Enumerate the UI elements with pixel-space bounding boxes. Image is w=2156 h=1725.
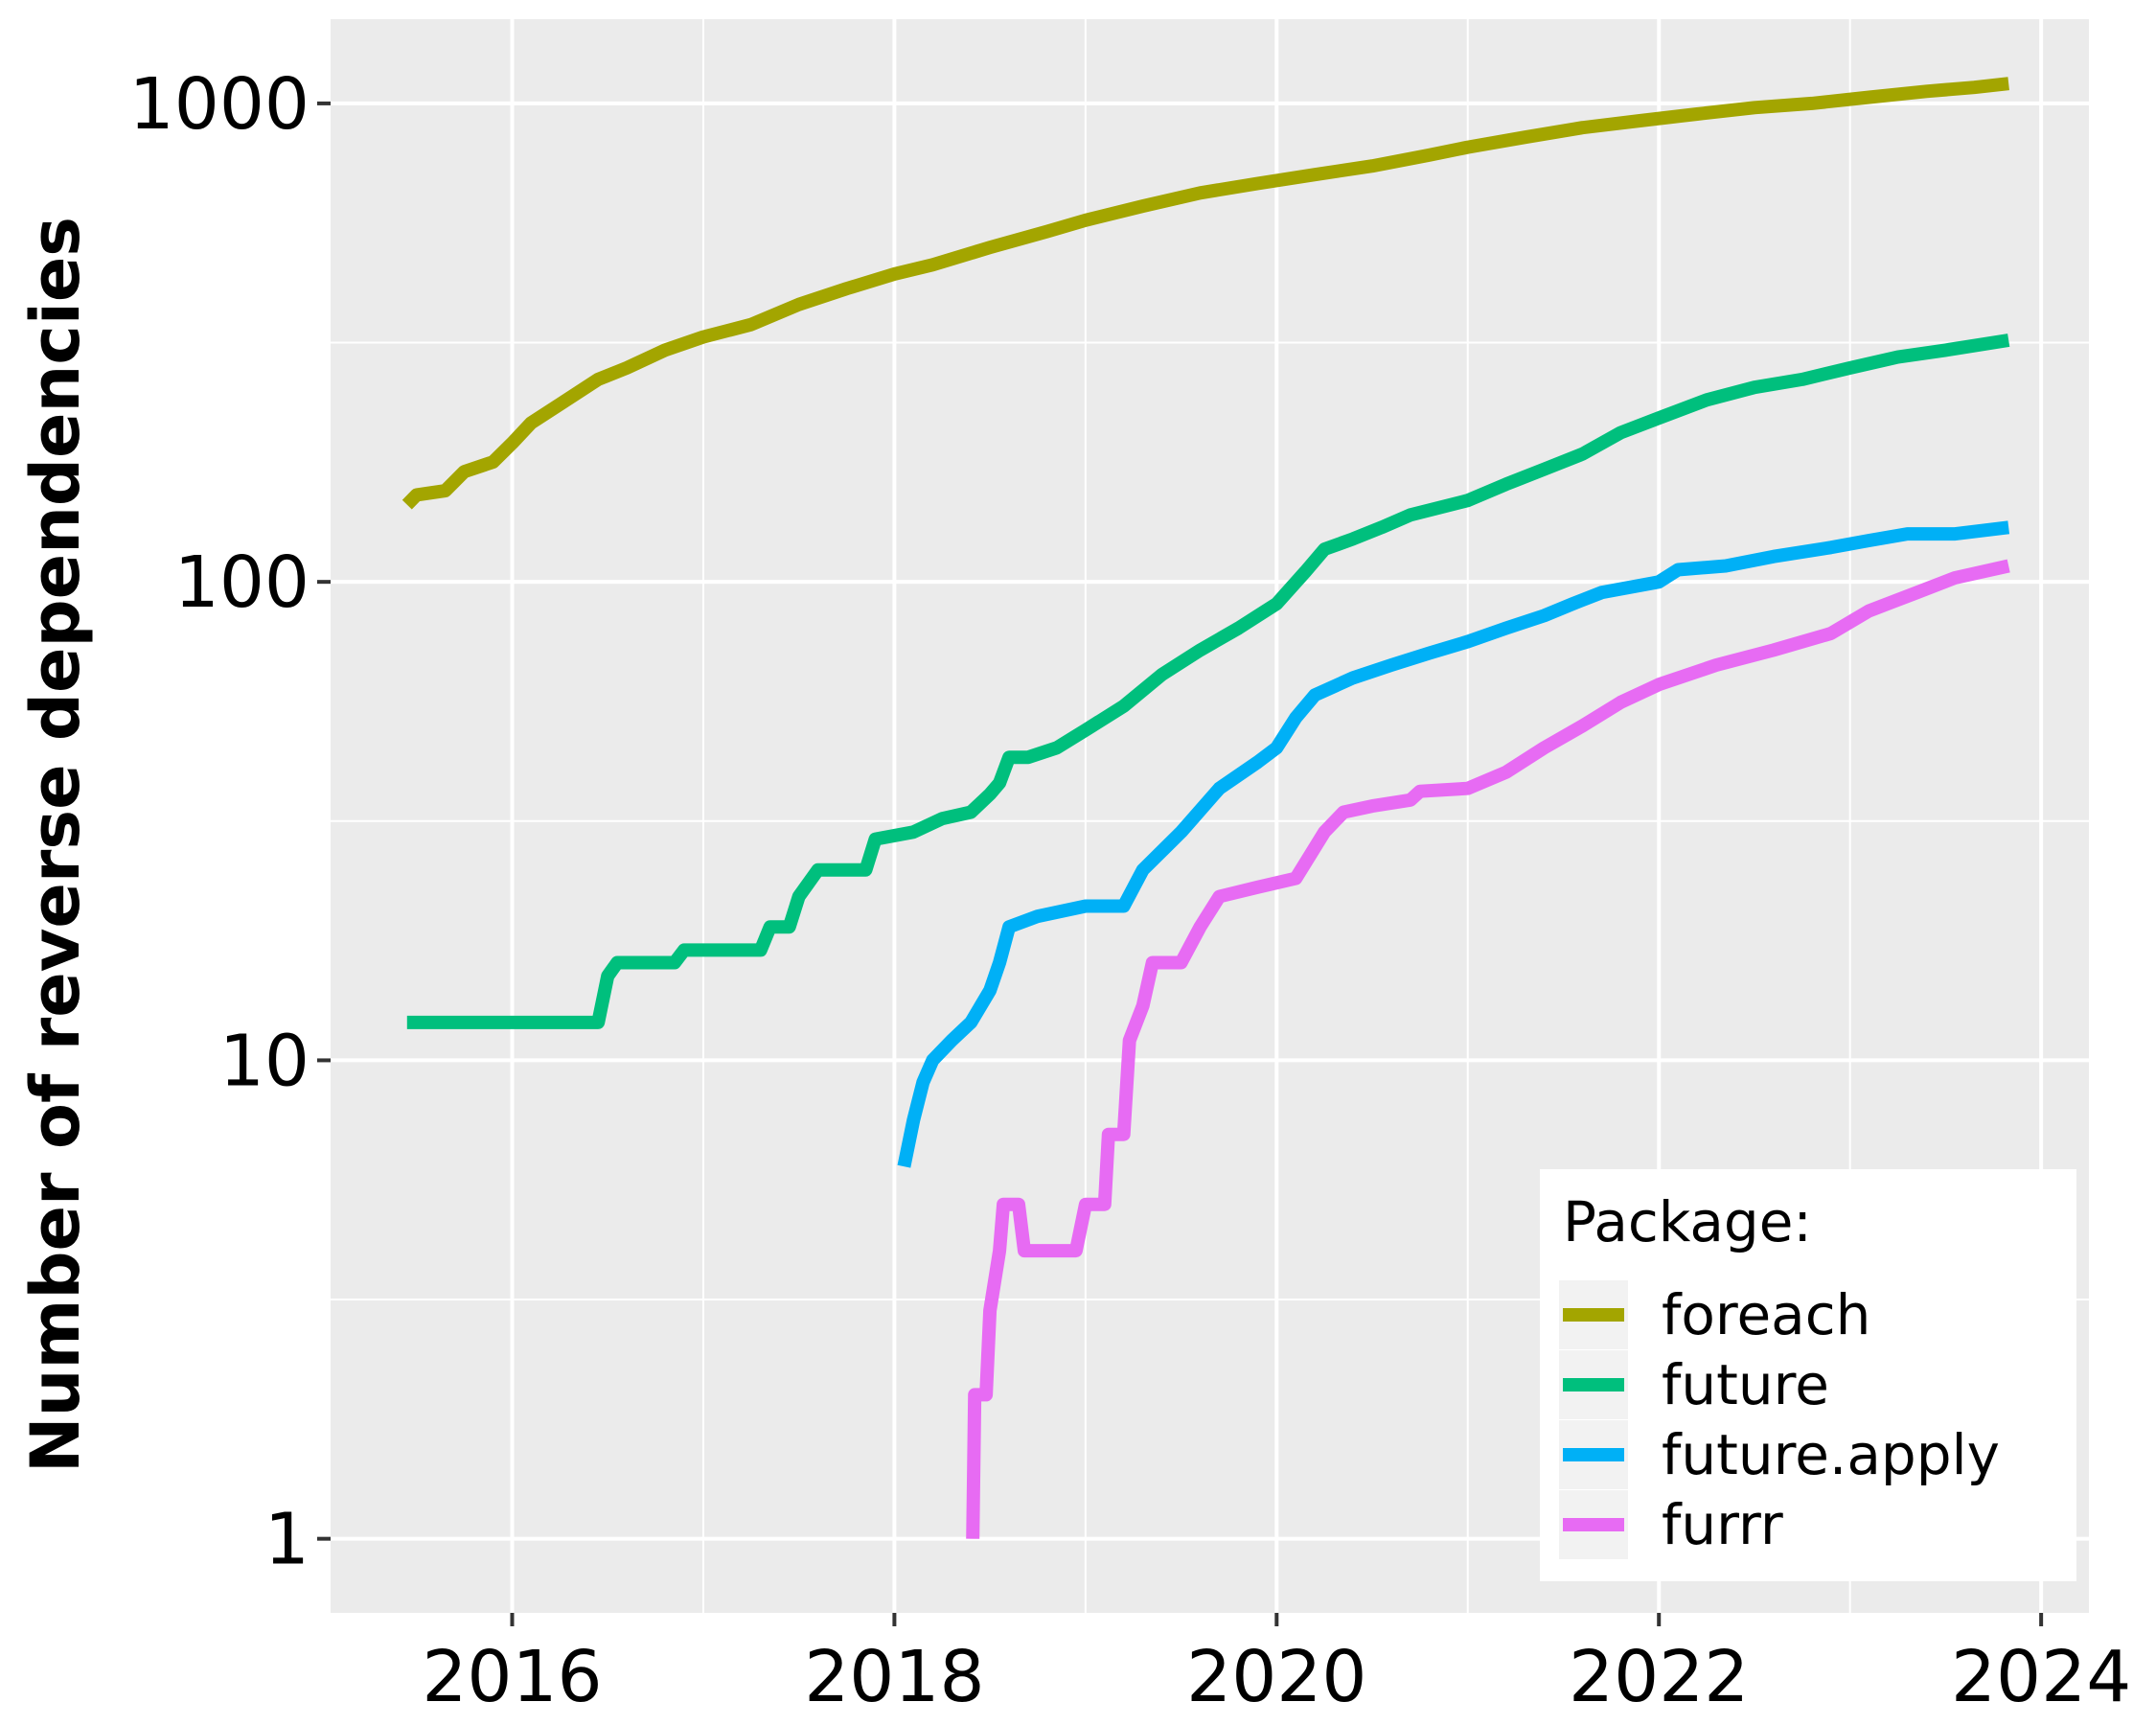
legend-label: future.apply <box>1662 1422 2000 1487</box>
y-tick-labels: 1 10 100 1000 <box>129 63 310 1581</box>
legend-box <box>1540 1169 2076 1581</box>
x-tick-label: 2018 <box>804 1636 984 1718</box>
x-tick-labels: 2016 2018 2020 2022 2024 <box>422 1636 2131 1718</box>
y-tick-label: 1000 <box>129 63 310 146</box>
series-line-future-apply <box>897 520 2010 1168</box>
y-axis-title: Number of reverse dependencies <box>16 217 95 1473</box>
legend-label: foreach <box>1662 1282 1870 1347</box>
series-line-furrr <box>966 559 2010 1539</box>
series-layer <box>401 77 2010 1539</box>
x-tick-label: 2024 <box>1951 1636 2131 1718</box>
x-tick-label: 2022 <box>1569 1636 1749 1718</box>
y-tick-label: 1 <box>264 1499 310 1581</box>
y-tick-label: 100 <box>174 541 310 624</box>
y-tick-label: 10 <box>219 1020 310 1102</box>
legend-label: future <box>1662 1352 1829 1417</box>
series-line-foreach <box>401 77 2009 510</box>
legend-title: Package: <box>1563 1189 1812 1254</box>
axis-ticks <box>317 101 2044 1626</box>
legend-label: furrr <box>1662 1492 1783 1557</box>
x-tick-label: 2016 <box>422 1636 602 1718</box>
series-line-future <box>406 334 2010 1029</box>
x-tick-label: 2020 <box>1186 1636 1366 1718</box>
